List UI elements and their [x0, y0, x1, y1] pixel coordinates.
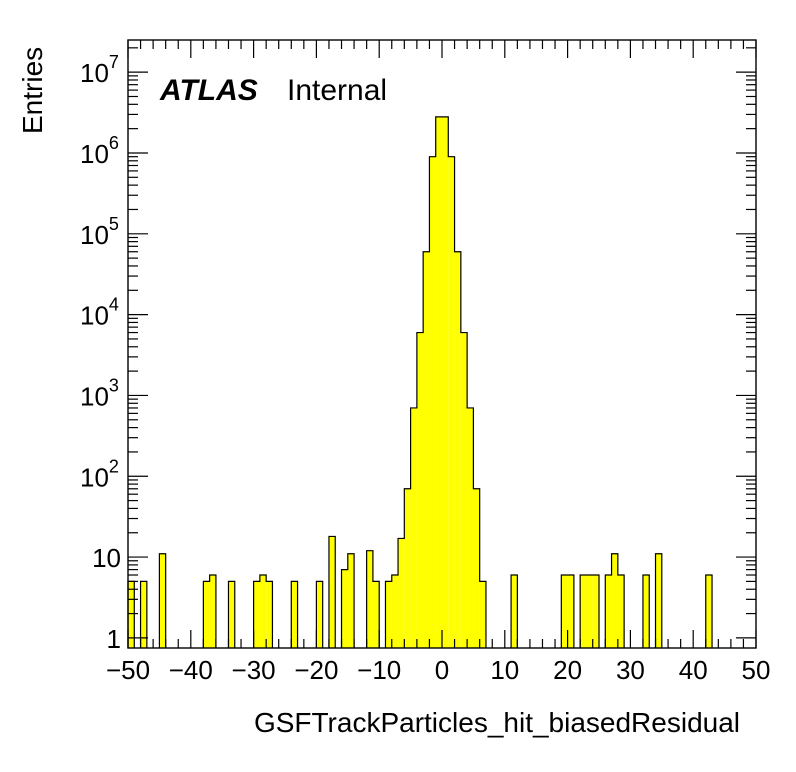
- x-tick-label: −20: [294, 655, 338, 685]
- histogram-bin: [398, 538, 405, 648]
- x-tick-label: −30: [232, 655, 276, 685]
- histogram-bin: [473, 488, 480, 648]
- y-tick-label: 1: [107, 624, 121, 654]
- histogram-bin: [605, 575, 612, 648]
- histogram-bin: [423, 251, 430, 648]
- histogram-bin: [454, 251, 461, 648]
- plot-frame: [127, 39, 757, 649]
- axis-ticks: [127, 40, 757, 648]
- histogram-bin: [209, 575, 216, 648]
- y-tick-label: 104: [80, 295, 119, 331]
- x-tick-labels: −50 −40 −30 −20 −10 0 10 20 30 40 50: [106, 655, 771, 685]
- y-axis-title: Entries: [17, 47, 48, 134]
- histogram-bin: [442, 116, 449, 649]
- y-tick-label: 103: [80, 375, 119, 411]
- histogram-bin: [705, 575, 713, 648]
- x-tick-label: 50: [742, 655, 771, 685]
- histogram-bin: [391, 575, 399, 648]
- y-tick-label: 106: [80, 133, 119, 169]
- atlas-label: ATLAS: [159, 74, 258, 107]
- histogram-bin: [479, 581, 486, 648]
- histogram-bin: [253, 581, 260, 648]
- histogram-bin: [341, 569, 348, 648]
- histogram-bin: [467, 407, 474, 648]
- y-tick-label: 107: [80, 52, 119, 88]
- x-tick-label: −10: [357, 655, 401, 685]
- y-tick-label: 102: [80, 456, 119, 492]
- histogram-bin: [366, 550, 373, 648]
- histogram-bin: [266, 581, 273, 648]
- histogram-bin: [385, 581, 392, 648]
- histogram-bin: [617, 575, 625, 648]
- x-axis-title: GSFTrackParticles_hit_biasedResidual: [254, 707, 740, 738]
- x-tick-label: 0: [435, 655, 449, 685]
- y-tick-labels: 1 10 102 103 104 105 106 107: [80, 52, 121, 654]
- histogram-bin: [159, 553, 166, 648]
- histogram-bin: [611, 553, 618, 648]
- y-tick-label: 105: [80, 214, 119, 250]
- histogram-bin: [592, 575, 599, 648]
- histogram-bin: [511, 575, 518, 648]
- histogram-bin: [410, 407, 417, 648]
- histogram-bin: [259, 575, 267, 648]
- histogram-bin: [416, 332, 424, 648]
- histogram-bin: [460, 332, 468, 648]
- histogram-bin: [372, 581, 380, 648]
- x-tick-label: 20: [553, 655, 582, 685]
- internal-label: Internal: [287, 74, 387, 107]
- histogram-bin: [347, 553, 355, 648]
- x-tick-label: 30: [616, 655, 645, 685]
- histogram-bin: [586, 575, 593, 648]
- x-tick-label: 40: [679, 655, 708, 685]
- x-tick-label: −50: [106, 655, 150, 685]
- y-tick-label: 10: [92, 543, 121, 573]
- histogram-bin: [228, 581, 235, 648]
- histogram-bin: [404, 488, 411, 648]
- histogram-bin: [328, 536, 336, 648]
- histogram-bin: [203, 581, 210, 648]
- histogram-bin: [655, 553, 662, 648]
- histogram-bin: [291, 581, 298, 648]
- histogram-bin: [140, 581, 147, 648]
- histogram-bin: [561, 575, 568, 648]
- x-tick-label: −40: [169, 655, 213, 685]
- histogram-bin: [448, 156, 455, 648]
- histogram-bin: [128, 581, 135, 648]
- histogram-bin: [429, 156, 436, 648]
- histogram-bin: [642, 575, 650, 648]
- histogram-bin: [316, 581, 323, 648]
- histogram-bin: [567, 575, 574, 648]
- histogram-bin: [580, 575, 587, 648]
- x-tick-label: 10: [490, 655, 519, 685]
- histogram-bin: [435, 116, 442, 649]
- histogram-bars: [128, 116, 713, 649]
